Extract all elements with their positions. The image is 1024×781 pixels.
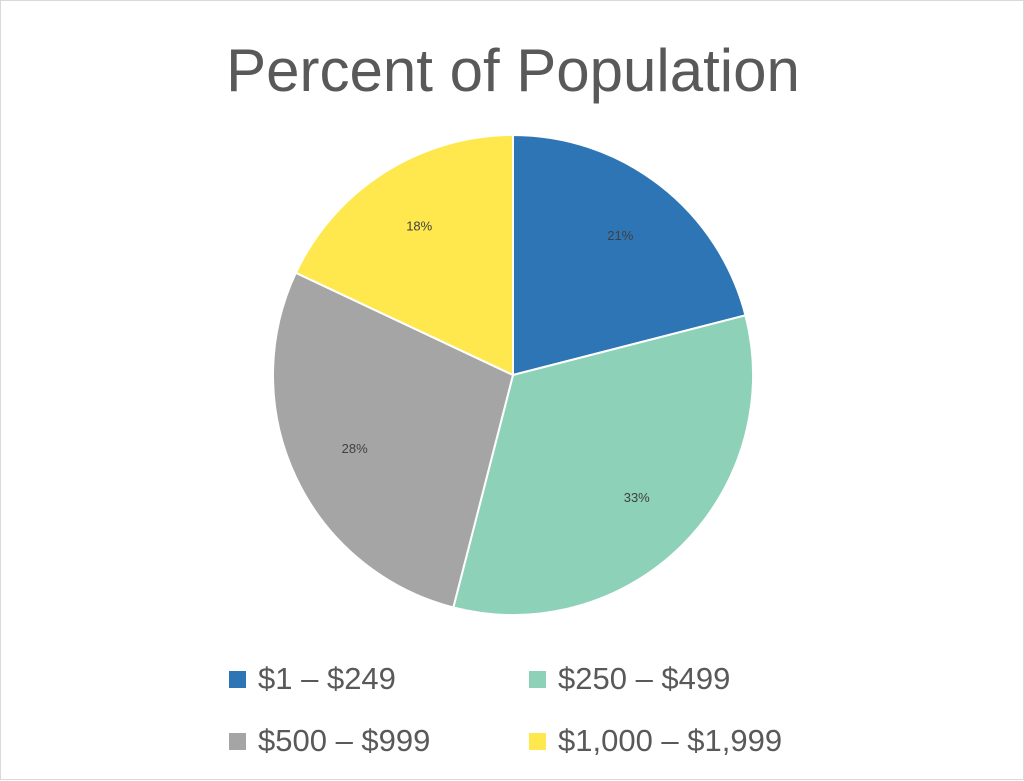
legend-swatch-1 — [529, 670, 546, 688]
legend-label-3: $1,000 – $1,999 — [558, 723, 783, 758]
legend-label-1: $250 – $499 — [558, 661, 731, 696]
data-label-2: 28% — [342, 441, 368, 456]
data-label-3: 18% — [406, 219, 432, 234]
slice-250-499 — [452, 314, 754, 616]
data-label-0: 21% — [607, 228, 633, 243]
slice-1-249 — [512, 133, 747, 377]
chart-title: Percent of Population — [226, 37, 800, 104]
legend-item-2: $500 – $999 — [229, 713, 430, 769]
legend-swatch-2 — [229, 732, 246, 750]
legend-label-2: $500 – $999 — [258, 723, 431, 758]
legend-item-1: $250 – $499 — [529, 651, 730, 707]
legend-item-0: $1 – $249 — [229, 651, 396, 707]
legend-swatch-3 — [529, 732, 546, 750]
legend-label-0: $1 – $249 — [258, 661, 396, 696]
legend-item-3: $1,000 – $1,999 — [529, 713, 782, 769]
legend-swatch-0 — [229, 670, 246, 688]
data-label-1: 33% — [624, 490, 650, 505]
slice-1000-1999 — [294, 133, 514, 377]
slice-500-999 — [272, 271, 515, 609]
